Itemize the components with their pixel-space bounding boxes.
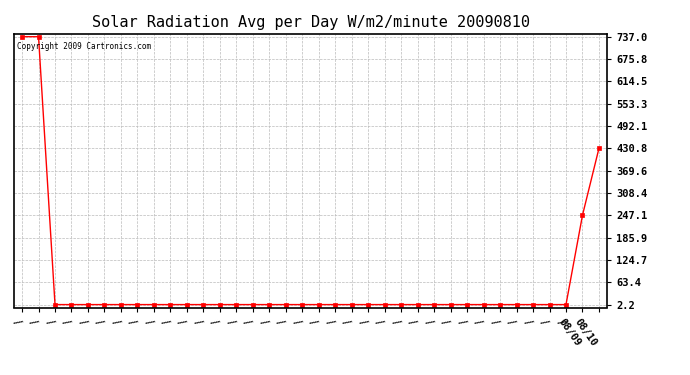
Text: Copyright 2009 Cartronics.com: Copyright 2009 Cartronics.com [17, 42, 151, 51]
Title: Solar Radiation Avg per Day W/m2/minute 20090810: Solar Radiation Avg per Day W/m2/minute … [92, 15, 529, 30]
